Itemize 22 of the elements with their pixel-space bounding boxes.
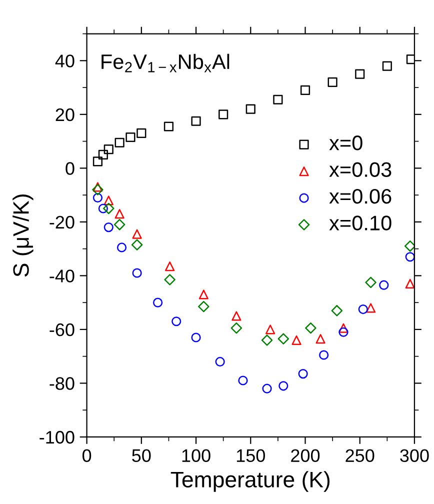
y-axis-title: S (μV/K) — [12, 194, 34, 277]
x-tick-label: 300 — [400, 449, 429, 462]
y-tick-label: 0 — [66, 162, 74, 175]
x-tick-label: 250 — [346, 449, 374, 462]
y-tick-label: -80 — [50, 377, 74, 390]
y-tick-label: 40 — [55, 54, 74, 68]
x-tick-label: 0 — [82, 449, 92, 462]
x-tick-label: 100 — [182, 449, 210, 462]
legend-label: x=0 — [329, 136, 362, 150]
y-tick-label: -60 — [50, 323, 74, 336]
y-tick-label: -100 — [40, 430, 74, 444]
annotation: Fe$_{2}$V$_{1−x}$Nb$_{x}$Al — [102, 54, 230, 72]
x-axis-title: Temperature (K) — [170, 471, 330, 492]
y-tick-label: 20 — [56, 108, 74, 122]
y-tick-label: -40 — [50, 270, 74, 282]
legend-label: x=0.06 — [329, 188, 392, 204]
legend-label: x=0.10 — [329, 216, 392, 230]
x-tick-label: 200 — [291, 449, 320, 462]
x-tick-label: 150 — [236, 449, 265, 462]
y-tick-label: -20 — [50, 216, 74, 229]
legend-label: x=0.03 — [329, 162, 392, 177]
x-tick-label: 50 — [132, 449, 151, 462]
